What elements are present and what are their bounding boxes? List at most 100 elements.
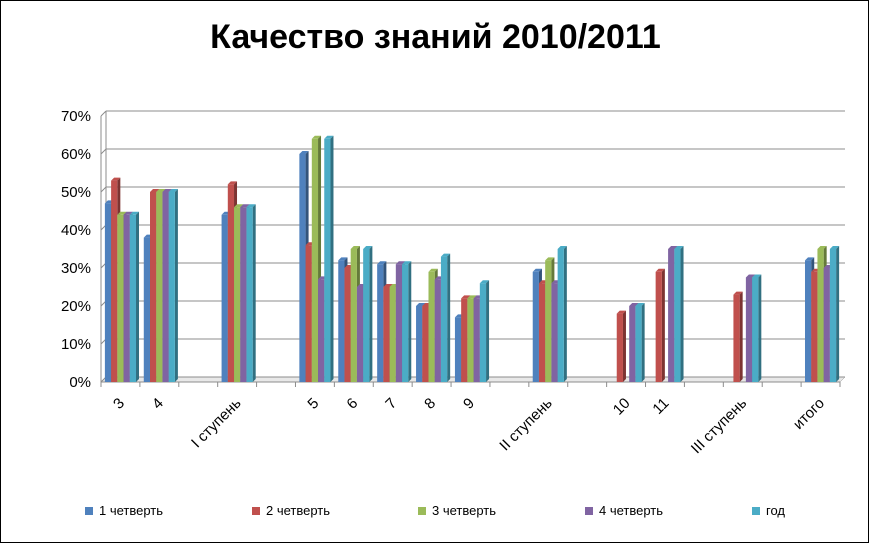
- x-tick-label: итого: [790, 395, 828, 433]
- legend-swatch: [585, 506, 593, 515]
- bar: [551, 283, 558, 382]
- bar: [344, 268, 351, 382]
- bar-top: [616, 310, 626, 314]
- bar-side: [447, 253, 451, 382]
- x-tick-label: III ступень: [688, 395, 751, 458]
- bar: [338, 260, 345, 382]
- bar-side: [758, 274, 762, 382]
- x-tick-label: 5: [304, 395, 322, 413]
- bar-top: [168, 189, 178, 192]
- bar-top: [745, 274, 756, 278]
- bar-top: [635, 303, 645, 306]
- x-tick-label: 3: [110, 395, 128, 413]
- bar-top: [817, 246, 827, 249]
- bar: [104, 203, 112, 382]
- bar: [454, 317, 462, 382]
- y-tick-label: 70%: [61, 108, 91, 125]
- bar-top: [733, 291, 743, 295]
- bar: [668, 249, 675, 382]
- legend-swatch: [752, 506, 760, 515]
- bar: [532, 271, 539, 382]
- bar: [655, 271, 662, 382]
- bar-side: [739, 291, 743, 382]
- gridline-side: [100, 110, 107, 117]
- bar-top: [545, 257, 555, 261]
- legend-item: 2 четверть: [252, 503, 330, 518]
- x-tick-label: I ступень: [188, 395, 245, 452]
- bar: [479, 283, 487, 382]
- bar-top: [440, 253, 451, 257]
- bar: [557, 249, 564, 382]
- bar-top: [162, 189, 172, 192]
- legend-item: 3 четверть: [418, 503, 496, 518]
- x-tick-label: 7: [382, 395, 400, 413]
- x-tick-label: II ступень: [496, 395, 556, 455]
- bar: [629, 306, 636, 382]
- bar: [395, 264, 403, 382]
- bar-top: [395, 261, 406, 265]
- bar: [324, 138, 331, 382]
- legend-item: 1 четверть: [85, 503, 163, 518]
- bar: [350, 249, 357, 382]
- bar: [150, 192, 157, 382]
- bar: [428, 271, 435, 382]
- bar-top: [416, 303, 426, 306]
- bar-top: [467, 295, 477, 299]
- bar-top: [156, 189, 166, 192]
- bar-side: [252, 204, 256, 382]
- x-tick-label: 4: [149, 395, 167, 413]
- y-tick-label: 10%: [61, 336, 91, 353]
- bar-top: [363, 246, 373, 249]
- legend-label: 4 четверть: [599, 503, 664, 518]
- bar: [318, 279, 325, 382]
- chart-title: Качество знаний 2010/2011: [210, 18, 661, 56]
- bar-top: [479, 280, 490, 284]
- legend-label: год: [766, 503, 785, 518]
- gridline-side: [100, 186, 107, 193]
- bar-side: [680, 246, 684, 382]
- bar-top: [150, 189, 160, 192]
- bar-top: [129, 211, 140, 215]
- bar: [434, 279, 441, 382]
- bar-side: [563, 246, 567, 382]
- bar: [422, 306, 429, 382]
- bar-top: [123, 211, 133, 215]
- bar: [305, 245, 312, 382]
- bar: [156, 192, 163, 382]
- bar: [299, 154, 306, 382]
- bar: [804, 260, 812, 382]
- bar-side: [622, 310, 626, 382]
- bar-top: [428, 268, 438, 272]
- bar-top: [350, 246, 360, 249]
- bar-side: [641, 303, 645, 382]
- bar: [129, 214, 137, 382]
- bar: [377, 264, 384, 382]
- bar-side: [661, 268, 665, 382]
- bar-top: [402, 261, 412, 265]
- gridline-side: [100, 148, 107, 155]
- x-tick-label: 10: [610, 395, 634, 419]
- legend-swatch: [85, 506, 93, 515]
- x-tick-label: 11: [649, 395, 672, 418]
- bar-top: [246, 204, 256, 208]
- legend-item: год: [752, 503, 785, 518]
- legend-label: 1 четверть: [99, 503, 164, 518]
- y-tick-label: 50%: [61, 184, 91, 201]
- bar: [221, 214, 228, 382]
- bar-top: [227, 181, 238, 185]
- bar-top: [804, 257, 815, 261]
- x-tick-label: 8: [421, 395, 439, 413]
- bar-top: [383, 284, 393, 287]
- bar-top: [668, 246, 678, 249]
- bar: [356, 287, 364, 382]
- y-tick-label: 40%: [61, 222, 91, 239]
- bar-top: [311, 135, 322, 139]
- legend-label: 3 четверть: [432, 503, 497, 518]
- legend-swatch: [418, 506, 426, 515]
- bar: [635, 306, 642, 382]
- bar: [168, 192, 175, 382]
- bar: [311, 138, 319, 382]
- bar: [246, 207, 253, 382]
- bar: [829, 249, 837, 382]
